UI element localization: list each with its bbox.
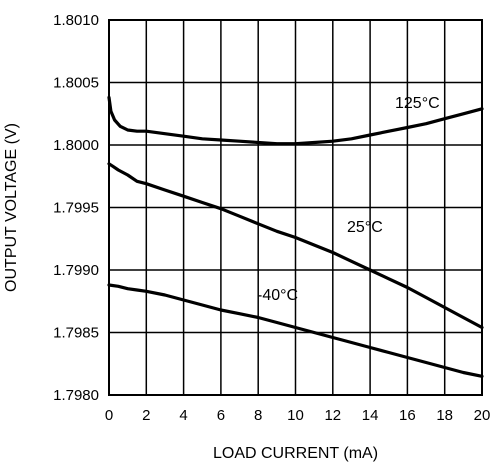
x-tick-label: 10 [287, 407, 304, 424]
y-tick-label: 1.7980 [53, 387, 99, 404]
y-tick-label: 1.7995 [53, 200, 99, 217]
plot-frame [108, 19, 483, 396]
y-tick-label: 1.8000 [53, 137, 99, 154]
series-labels: 125°C 25°C -40°C [257, 95, 440, 304]
x-tick-label: 6 [217, 407, 225, 424]
series-label: 25°C [347, 219, 383, 236]
x-tick-label: 18 [436, 407, 453, 424]
x-tick-label: 8 [254, 407, 262, 424]
series-layer [107, 95, 484, 378]
y-tick-label: 1.7990 [53, 262, 99, 279]
x-axis-title: LOAD CURRENT (mA) [213, 445, 378, 462]
x-tick-labels: 0 2 4 6 8 10 12 14 16 18 20 [105, 407, 491, 424]
x-tick-label: 20 [474, 407, 491, 424]
y-tick-labels: 1.8010 1.8005 1.8000 1.7995 1.7990 1.7985 1.79… [53, 12, 99, 404]
y-tick-label: 1.7985 [53, 325, 99, 342]
y-tick-label: 1.8010 [53, 12, 99, 29]
grid [109, 20, 482, 395]
y-axis-title: OUTPUT VOLTAGE (V) [3, 123, 20, 292]
series-label: 125°C [395, 95, 440, 112]
series-line [107, 162, 484, 330]
series-line [107, 95, 484, 146]
x-tick-label: 2 [142, 407, 150, 424]
x-tick-label: 4 [179, 407, 187, 424]
x-tick-label: 16 [399, 407, 416, 424]
series-line [107, 283, 484, 378]
x-tick-label: 12 [324, 407, 341, 424]
x-tick-label: 0 [105, 407, 113, 424]
x-tick-label: 14 [362, 407, 379, 424]
y-tick-label: 1.8005 [53, 75, 99, 92]
series-label: -40°C [257, 287, 298, 304]
